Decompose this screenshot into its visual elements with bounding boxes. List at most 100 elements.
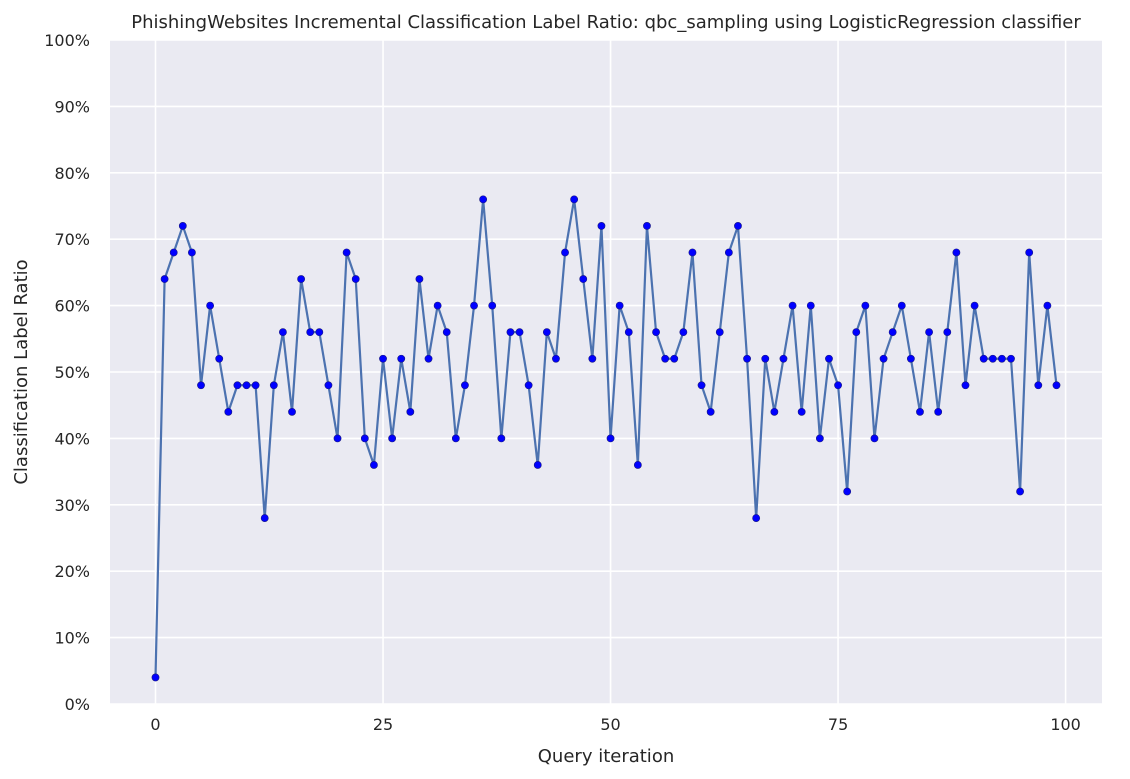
data-point [670, 354, 679, 363]
data-point [779, 354, 788, 363]
data-point [360, 434, 369, 443]
data-point [379, 354, 387, 363]
data-point [715, 328, 724, 337]
data-point [533, 461, 542, 469]
data-point [879, 354, 888, 363]
y-axis-ticks: 0% 10% 20% 30% 40% 50% 60% 70% 80% 90% 100% [44, 31, 90, 714]
data-point [306, 328, 315, 337]
y-axis-label: Classification Label Ratio [11, 259, 32, 484]
data-point [743, 354, 751, 363]
data-point [461, 381, 469, 390]
data-point [397, 354, 406, 363]
data-point [734, 222, 742, 230]
y-tick-label: 40% [54, 429, 90, 448]
data-point [178, 222, 187, 230]
data-point [297, 275, 306, 283]
data-point [188, 248, 196, 257]
data-point [451, 434, 460, 443]
data-point [761, 354, 770, 363]
y-tick-label: 90% [54, 97, 90, 116]
data-point [615, 301, 624, 310]
data-point [606, 434, 615, 443]
data-point [752, 514, 761, 522]
data-point [579, 275, 588, 283]
data-point [1025, 248, 1034, 257]
chart-title: PhishingWebsites Incremental Classificat… [131, 12, 1081, 33]
data-point [151, 673, 160, 682]
data-point [233, 381, 242, 390]
data-point [688, 248, 697, 257]
data-point [979, 354, 988, 363]
data-point [479, 195, 488, 204]
data-point [206, 301, 215, 310]
data-point [388, 434, 397, 443]
data-point [251, 381, 260, 390]
data-point [843, 487, 852, 496]
data-point [788, 301, 797, 310]
data-point [906, 354, 915, 363]
data-point [679, 328, 688, 337]
data-point [997, 354, 1006, 363]
data-point [1016, 487, 1024, 496]
data-point [834, 381, 842, 390]
x-tick-label: 75 [828, 715, 848, 734]
data-point [169, 248, 178, 257]
data-point [370, 461, 378, 469]
x-axis-label: Query iteration [538, 746, 674, 767]
series-line [154, 198, 1058, 678]
data-point [279, 328, 287, 337]
data-point [724, 248, 733, 257]
x-tick-label: 25 [373, 715, 393, 734]
data-point [770, 407, 779, 416]
data-point [406, 407, 415, 416]
y-tick-label: 70% [54, 230, 90, 249]
data-point [1043, 301, 1052, 310]
data-point [825, 354, 833, 363]
series-line-group [154, 198, 1058, 678]
data-point [925, 328, 933, 337]
data-point [197, 381, 205, 390]
y-tick-label: 20% [54, 562, 90, 581]
y-tick-label: 0% [65, 695, 90, 714]
data-point [570, 195, 579, 204]
data-point [943, 328, 952, 337]
data-point [269, 381, 278, 390]
data-point [815, 434, 824, 443]
y-tick-label: 50% [54, 363, 90, 382]
data-point [1052, 381, 1061, 390]
data-point [542, 328, 551, 337]
data-point [697, 381, 706, 390]
y-tick-label: 60% [54, 297, 90, 316]
y-tick-label: 10% [54, 629, 90, 648]
data-point [433, 301, 442, 310]
x-tick-label: 100 [1050, 715, 1081, 734]
data-point [224, 407, 233, 416]
data-point [1034, 381, 1043, 390]
data-points [151, 195, 1061, 682]
data-point [624, 328, 633, 337]
data-point [506, 328, 515, 337]
data-point [324, 381, 333, 390]
data-point [552, 354, 560, 363]
data-point [970, 301, 979, 310]
data-point [515, 328, 524, 337]
data-point [652, 328, 660, 337]
data-point [952, 248, 961, 257]
y-tick-label: 30% [54, 496, 90, 515]
data-point [916, 407, 924, 416]
data-point [870, 434, 879, 443]
x-axis-ticks: 0 25 50 75 100 [150, 715, 1080, 734]
data-point [661, 354, 670, 363]
data-point [415, 275, 424, 283]
data-point [861, 301, 870, 310]
data-point [643, 222, 651, 230]
data-point [242, 381, 251, 390]
y-tick-label: 80% [54, 164, 90, 183]
x-tick-label: 50 [600, 715, 620, 734]
data-point [260, 514, 269, 522]
data-point [961, 381, 970, 390]
x-tick-label: 0 [150, 715, 160, 734]
data-point [333, 434, 342, 443]
data-point [934, 407, 943, 416]
data-point [588, 354, 597, 363]
